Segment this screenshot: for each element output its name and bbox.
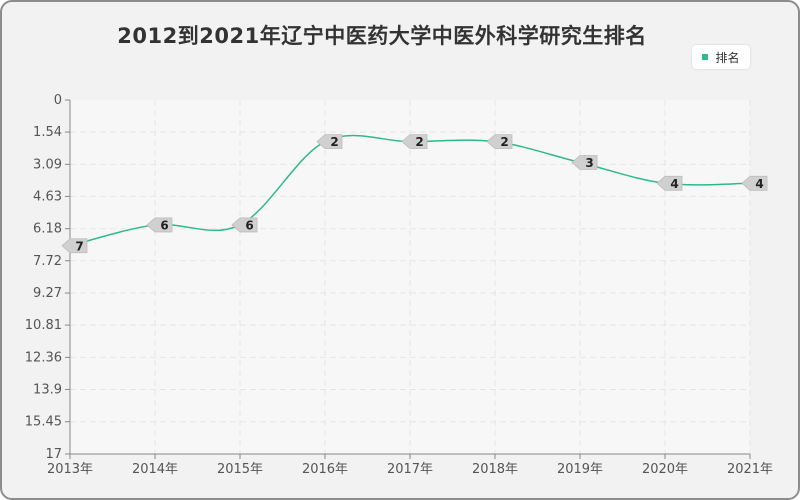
y-tick-label: 1.54 [33,125,62,140]
data-label-tag [571,155,598,170]
data-label-value: 6 [160,218,168,232]
data-label-tag [61,238,88,254]
data-point[interactable]: 4 [741,175,768,191]
data-label-value: 4 [755,177,763,191]
data-label-tag [741,175,768,191]
y-tick-label: 0 [54,93,62,108]
x-tick-label: 2013年 [47,462,93,477]
data-label-value: 7 [75,239,83,253]
data-label-tag [316,134,343,150]
y-tick-label: 7.72 [33,254,62,269]
data-point[interactable]: 6 [231,217,258,233]
data-label-tag [231,217,258,233]
y-tick-label: 10.81 [25,318,62,333]
data-point[interactable]: 7 [61,238,88,254]
data-label-value: 2 [500,135,508,149]
data-point[interactable]: 4 [656,175,683,191]
data-label-tag [656,175,683,191]
y-axis-ticks: 0 1.54 3.09 4.63 6.18 7.72 9.27 10.81 12.36 13.9 1… [25,93,70,462]
data-label-value: 3 [585,156,593,170]
data-point[interactable]: 2 [401,134,428,150]
data-labels: 7 6 6 2 2 2 3 4 4 [61,134,768,254]
data-point[interactable]: 2 [316,134,343,150]
data-label-value: 2 [330,135,338,149]
y-tick-label: 17 [45,447,62,462]
y-tick-label: 13.9 [33,382,62,397]
legend-label: 排名 [715,50,740,65]
data-label-tag [486,134,513,150]
data-label-tag [146,217,173,233]
y-tick-label: 9.27 [33,286,62,301]
x-tick-label: 2016年 [302,462,348,477]
y-tick-label: 4.63 [33,189,62,204]
data-label-tag [401,134,428,150]
legend-marker-icon [702,54,709,60]
x-tick-label: 2015年 [217,462,263,477]
chart-title: 2012到2021年辽宁中医药大学中医外科学研究生排名 [117,24,647,48]
x-axis-ticks: 2013年 2014年 2015年 2016年 2017年 2018年 2019年 2020年… [47,454,773,477]
data-point[interactable]: 2 [486,134,513,150]
data-label-value: 4 [670,177,678,191]
data-label-value: 6 [245,218,253,232]
x-tick-label: 2021年 [727,462,773,477]
x-tick-label: 2018年 [472,462,518,477]
y-tick-label: 12.36 [25,350,62,365]
legend[interactable]: 排名 [692,45,750,69]
x-tick-label: 2014年 [132,462,178,477]
y-tick-label: 3.09 [33,157,62,172]
y-tick-label: 6.18 [33,222,62,237]
data-point[interactable]: 6 [146,217,173,233]
x-tick-label: 2017年 [387,462,433,477]
grid-lines [70,100,751,454]
data-label-value: 2 [415,135,423,149]
y-tick-label: 15.45 [25,415,62,430]
x-tick-label: 2020年 [642,462,688,477]
data-point[interactable]: 3 [571,155,598,170]
x-tick-label: 2019年 [557,462,603,477]
